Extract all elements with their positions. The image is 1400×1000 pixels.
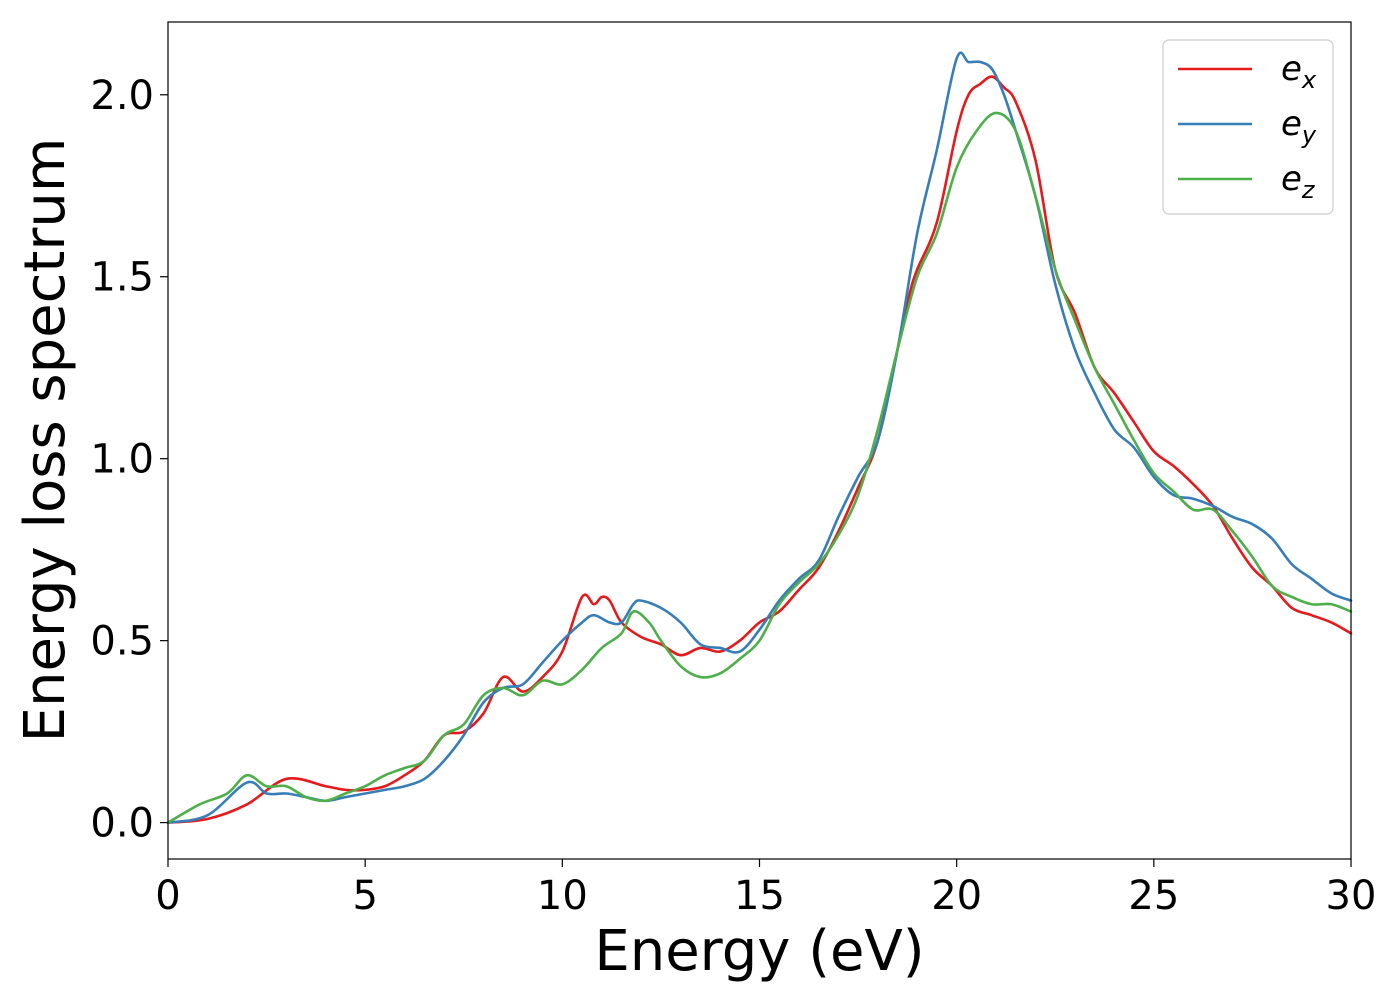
legend-box	[1162, 39, 1334, 215]
y-tick-label: 1.0	[90, 437, 154, 483]
y-tick-label: 1.5	[90, 255, 154, 301]
x-tick-label: 30	[1326, 873, 1377, 919]
x-axis-ticks: 0 5 10 15 20 25 30	[155, 859, 1376, 919]
x-axis-label: Energy (eV)	[594, 919, 924, 984]
y-axis-ticks: 0.0 0.5 1.0 1.5 2.0	[90, 73, 168, 847]
x-tick-label: 20	[931, 873, 982, 919]
y-tick-label: 2.0	[90, 73, 154, 119]
x-tick-label: 5	[352, 873, 377, 919]
series-line-ey	[166, 51, 1353, 824]
series-layer	[166, 51, 1353, 824]
series-line-ez	[166, 111, 1353, 824]
y-axis-label: Energy loss spectrum	[13, 138, 78, 743]
x-tick-label: 15	[734, 873, 785, 919]
y-tick-label: 0.0	[90, 801, 154, 847]
x-tick-label: 10	[537, 873, 588, 919]
y-tick-label: 0.5	[90, 619, 154, 665]
x-tick-label: 25	[1128, 873, 1179, 919]
plot-area	[168, 22, 1351, 859]
x-tick-label: 0	[155, 873, 180, 919]
